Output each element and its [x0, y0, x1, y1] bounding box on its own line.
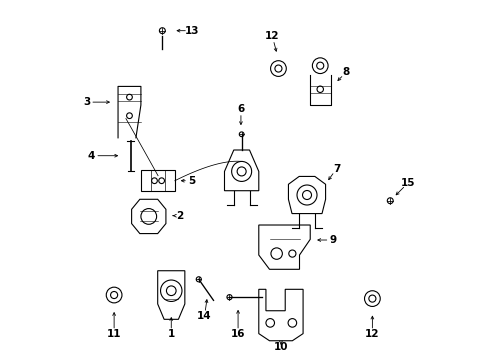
- Text: 2: 2: [176, 211, 183, 221]
- Text: 4: 4: [88, 151, 95, 161]
- Text: 9: 9: [329, 235, 336, 245]
- Text: 14: 14: [197, 311, 211, 321]
- Circle shape: [196, 277, 201, 282]
- Text: 5: 5: [187, 176, 195, 186]
- Text: 1: 1: [167, 329, 175, 339]
- Text: 11: 11: [107, 329, 121, 339]
- Circle shape: [239, 132, 244, 137]
- Text: 7: 7: [332, 163, 340, 174]
- Text: 8: 8: [342, 67, 349, 77]
- Circle shape: [386, 198, 392, 204]
- Text: 12: 12: [365, 329, 379, 339]
- Text: 15: 15: [400, 178, 414, 188]
- Circle shape: [226, 294, 232, 300]
- Circle shape: [159, 28, 165, 33]
- Bar: [141, 170, 175, 192]
- Text: 16: 16: [230, 329, 245, 339]
- Text: 13: 13: [184, 26, 199, 36]
- Text: 3: 3: [83, 97, 90, 107]
- Text: 6: 6: [237, 104, 244, 114]
- Text: 12: 12: [264, 31, 279, 41]
- Text: 10: 10: [273, 342, 287, 352]
